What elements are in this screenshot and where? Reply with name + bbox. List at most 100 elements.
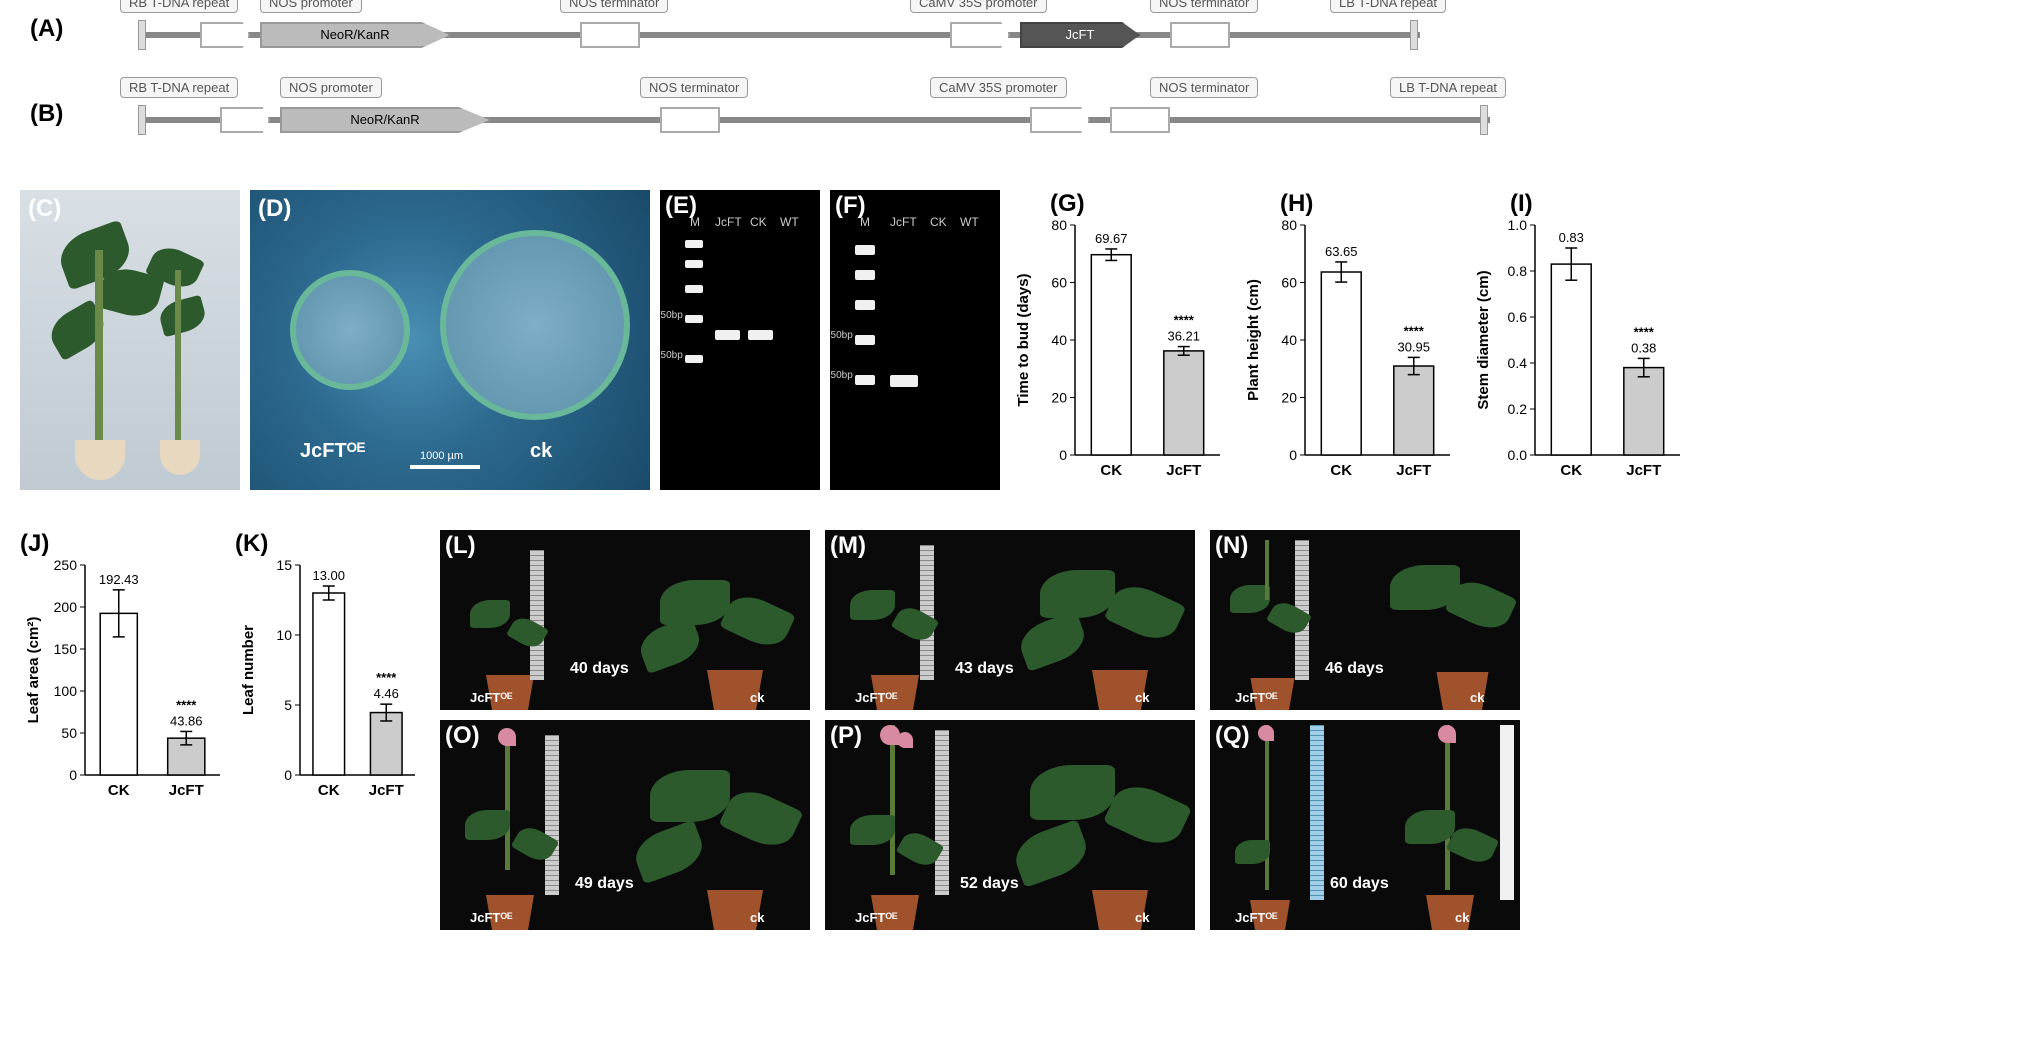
svg-text:10: 10 (276, 627, 292, 643)
label-nost1-a: NOS terminator (560, 0, 668, 13)
panel-label-j: (J) (20, 530, 49, 558)
svg-text:JcFT: JcFT (1626, 462, 1661, 479)
gel-f-wt: WT (960, 215, 979, 229)
svg-text:0: 0 (1289, 447, 1297, 463)
svg-text:100: 100 (54, 683, 78, 699)
svg-text:5: 5 (284, 697, 292, 713)
gel-f-m: M (860, 215, 870, 229)
tc-p-left: JcFTᴼᴱ (855, 910, 898, 925)
gel-f-jcft: JcFT (890, 215, 917, 229)
svg-text:15: 15 (276, 557, 292, 573)
svg-text:36.21: 36.21 (1167, 329, 1200, 344)
svg-text:0: 0 (1059, 447, 1067, 463)
gel-e-ck: CK (750, 215, 767, 229)
svg-text:CK: CK (1560, 462, 1582, 479)
svg-text:0.38: 0.38 (1631, 340, 1656, 355)
svg-text:CK: CK (1100, 462, 1122, 479)
svg-text:13.00: 13.00 (312, 568, 345, 583)
tc-n-days: 46 days (1325, 660, 1384, 678)
label-lb-a: LB T-DNA repeat (1330, 0, 1446, 13)
svg-text:80: 80 (1281, 217, 1297, 233)
svg-text:Time to bud (days): Time to bud (days) (1015, 273, 1032, 406)
tc-o-left: JcFTᴼᴱ (470, 910, 513, 925)
svg-text:****: **** (376, 670, 397, 685)
svg-text:0.8: 0.8 (1508, 263, 1528, 279)
tc-l-right: ck (750, 690, 764, 705)
label-camv-b: CaMV 35S promoter (930, 77, 1067, 98)
svg-text:0.6: 0.6 (1508, 309, 1528, 325)
label-rb-b: RB T-DNA repeat (120, 77, 238, 98)
label-nosp-b: NOS promoter (280, 77, 382, 98)
label-camv-a: CaMV 35S promoter (910, 0, 1047, 13)
svg-text:30.95: 30.95 (1397, 339, 1430, 354)
panel-label-d: (D) (258, 195, 291, 223)
photo-panel-q: (Q) 60 days JcFTᴼᴱ ck (1210, 720, 1520, 930)
svg-text:43.86: 43.86 (170, 713, 203, 728)
gel-f-250: 250bp (830, 370, 853, 381)
svg-text:0: 0 (284, 767, 292, 783)
photo-panel-p: (P) 52 days JcFTᴼᴱ ck (825, 720, 1195, 930)
tc-p-days: 52 days (960, 875, 1019, 893)
panel-label-n: (N) (1215, 532, 1248, 560)
photo-panel-n: (N) 46 days JcFTᴼᴱ ck (1210, 530, 1520, 710)
svg-text:40: 40 (1281, 332, 1297, 348)
svg-text:JcFT: JcFT (369, 782, 404, 799)
neor-a: NeoR/KanR (260, 22, 450, 48)
tc-m-days: 43 days (955, 660, 1014, 678)
gel-e-wt: WT (780, 215, 799, 229)
svg-text:CK: CK (318, 782, 340, 799)
svg-text:****: **** (1174, 313, 1195, 328)
panel-label-i: (I) (1510, 190, 1533, 218)
svg-text:20: 20 (1281, 390, 1297, 406)
svg-text:Leaf number: Leaf number (240, 625, 257, 715)
panel-label-a: (A) (30, 15, 63, 43)
svg-text:63.65: 63.65 (1325, 244, 1358, 259)
tc-l-days: 40 days (570, 660, 629, 678)
chart-j: (J) 050100150200250Leaf area (cm²)192.43… (20, 530, 230, 810)
svg-text:****: **** (1634, 324, 1655, 339)
photo-panel-o: (O) 49 days JcFTᴼᴱ ck (440, 720, 810, 930)
svg-text:250: 250 (54, 557, 78, 573)
label-nosp-a: NOS promoter (260, 0, 362, 13)
svg-text:JcFT: JcFT (1166, 462, 1201, 479)
tc-n-right: ck (1470, 690, 1484, 705)
svg-text:192.43: 192.43 (99, 572, 139, 587)
tc-o-days: 49 days (575, 875, 634, 893)
scale-text: 1000 µm (420, 450, 463, 462)
photo-panel-c: (C) (20, 190, 240, 490)
svg-text:40: 40 (1051, 332, 1067, 348)
jcft-block: JcFT (1020, 22, 1140, 48)
tc-o-right: ck (750, 910, 764, 925)
tc-l-left: JcFTᴼᴱ (470, 690, 513, 705)
photo-panel-e: (E) M JcFT CK WT 750bp 250bp (660, 190, 820, 490)
gel-f-ck: CK (930, 215, 947, 229)
svg-text:0.2: 0.2 (1508, 401, 1528, 417)
svg-text:0.83: 0.83 (1559, 230, 1584, 245)
photo-panel-f: (F) M JcFT CK WT 750bp 250bp (830, 190, 1000, 490)
svg-text:0.4: 0.4 (1508, 355, 1528, 371)
gel-e-m: M (690, 215, 700, 229)
svg-text:JcFT: JcFT (1396, 462, 1431, 479)
svg-text:0.0: 0.0 (1508, 447, 1528, 463)
svg-text:50: 50 (61, 725, 77, 741)
tc-n-left: JcFTᴼᴱ (1235, 690, 1278, 705)
tc-m-right: ck (1135, 690, 1149, 705)
label-nost2-b: NOS terminator (1150, 77, 1258, 98)
micro-ck-label: ck (530, 440, 552, 463)
panel-label-c: (C) (28, 195, 61, 223)
svg-text:20: 20 (1051, 390, 1067, 406)
gel-e-250: 250bp (660, 350, 683, 361)
tc-m-left: JcFTᴼᴱ (855, 690, 898, 705)
panel-label-o: (O) (445, 722, 480, 750)
svg-text:60: 60 (1051, 275, 1067, 291)
tc-q-left: JcFTᴼᴱ (1235, 910, 1278, 925)
svg-text:60: 60 (1281, 275, 1297, 291)
panel-label-h: (H) (1280, 190, 1313, 218)
svg-text:1.0: 1.0 (1508, 217, 1528, 233)
svg-text:Plant height (cm): Plant height (cm) (1245, 279, 1262, 401)
tc-p-right: ck (1135, 910, 1149, 925)
svg-text:200: 200 (54, 599, 78, 615)
svg-text:69.67: 69.67 (1095, 231, 1128, 246)
chart-k: (K) 051015Leaf number13.00CK4.46JcFT**** (235, 530, 425, 810)
construct-a: RB T-DNA repeat NOS promoter NeoR/KanR N… (80, 10, 1430, 60)
